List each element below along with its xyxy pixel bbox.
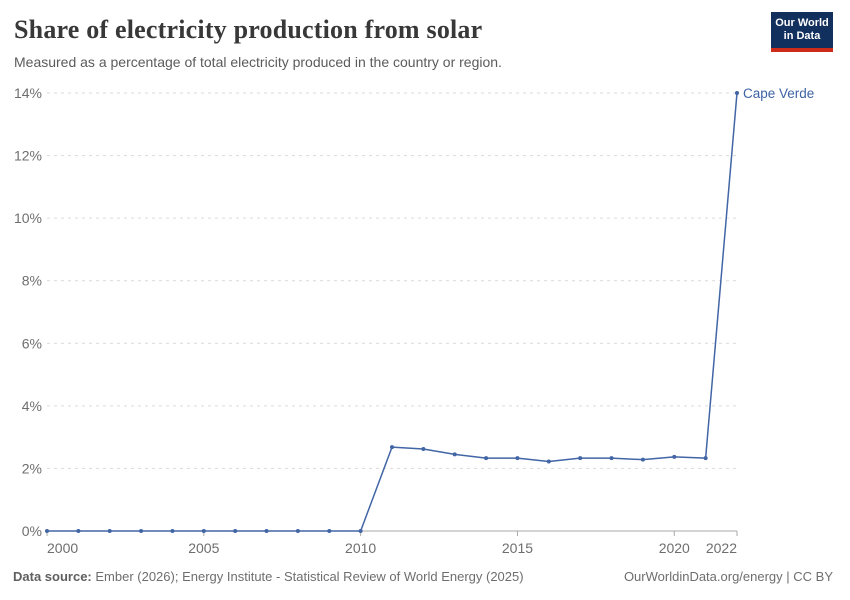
x-tick-label: 2022: [706, 540, 737, 556]
y-tick-label: 12%: [14, 148, 42, 164]
page-title: Share of electricity production from sol…: [14, 15, 483, 44]
owid-logo-line1: Our World: [775, 17, 829, 29]
data-point: [640, 457, 645, 462]
y-tick-label: 0%: [22, 523, 42, 539]
data-point: [578, 456, 583, 461]
license-link[interactable]: OurWorldinData.org/energy | CC BY: [623, 569, 833, 584]
y-tick-label: 10%: [14, 210, 42, 226]
x-tick-label: 2015: [502, 540, 533, 556]
data-point: [515, 456, 520, 461]
data-point: [327, 529, 332, 533]
data-point: [264, 529, 269, 533]
data-point: [139, 529, 144, 533]
y-tick-label: 6%: [22, 335, 42, 351]
x-tick-label: 2020: [659, 540, 690, 556]
y-tick-label: 14%: [14, 85, 42, 101]
x-tick-label: 2005: [188, 540, 219, 556]
owid-logo-line2: in Data: [783, 30, 821, 42]
chart-footer: Data source: Ember (2026); Energy Instit…: [13, 569, 833, 584]
x-tick-label: 2010: [345, 540, 376, 556]
data-point: [107, 529, 112, 533]
data-point: [233, 529, 238, 533]
data-point: [76, 529, 81, 533]
data-point: [390, 445, 394, 450]
data-point: [484, 456, 489, 461]
data-point: [672, 454, 677, 459]
page-subtitle: Measured as a percentage of total electr…: [14, 54, 502, 70]
data-point: [609, 456, 614, 461]
x-tick-label: 2000: [47, 540, 78, 556]
series-label: Cape Verde: [743, 86, 814, 101]
data-source-text: Ember (2026); Energy Institute - Statist…: [91, 569, 524, 584]
data-point: [358, 529, 363, 533]
data-point: [170, 529, 175, 533]
data-point: [546, 459, 551, 464]
data-point: [703, 456, 708, 461]
y-tick-label: 4%: [22, 398, 42, 414]
data-point: [735, 91, 739, 95]
data-point: [295, 529, 300, 533]
data-point: [45, 529, 49, 533]
chart-header: Share of electricity production from sol…: [14, 15, 502, 70]
data-point: [421, 447, 426, 452]
data-point: [201, 529, 206, 533]
data-source-label: Data source:: [13, 569, 92, 584]
data-line: [46, 92, 738, 532]
y-tick-label: 2%: [22, 460, 42, 476]
data-source-note: Data source: Ember (2026); Energy Instit…: [13, 569, 524, 584]
y-tick-label: 8%: [22, 273, 42, 289]
data-point: [452, 452, 457, 457]
owid-logo[interactable]: Our World in Data: [771, 12, 833, 52]
